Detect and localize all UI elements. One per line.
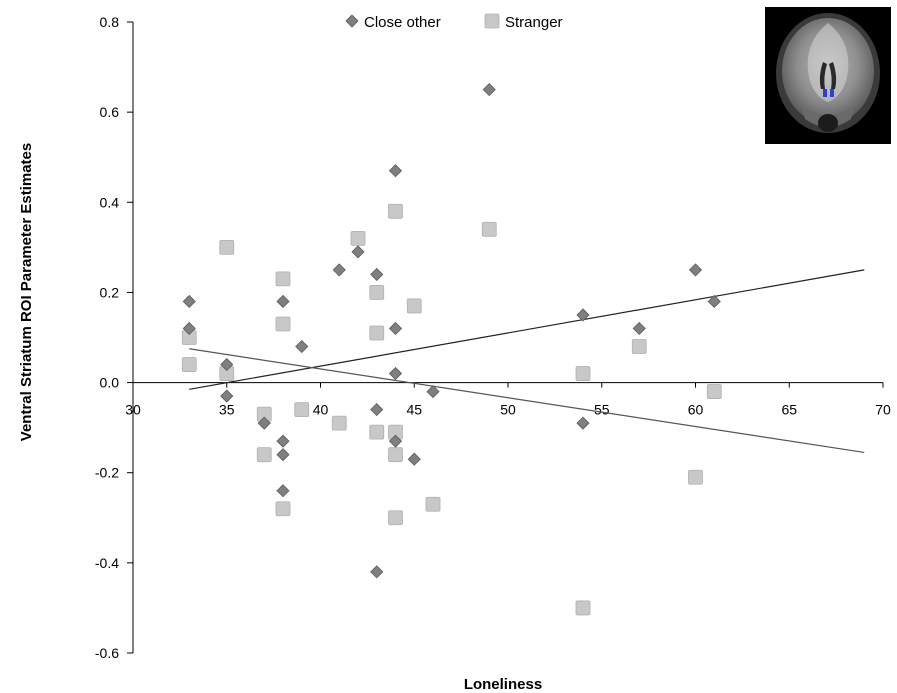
data-point-close-other [276,448,290,462]
data-point-stranger [294,402,310,418]
y-tick-label: 0.2 [100,284,120,300]
y-tick-label: 0.8 [100,14,120,30]
data-point-stranger [350,230,366,246]
data-point-stranger [275,501,291,517]
data-point-stranger [575,600,591,616]
data-point-close-other [576,308,590,322]
data-point-close-other [276,294,290,309]
data-point-stranger [369,325,385,341]
data-point-close-other [388,164,403,178]
data-points [181,83,722,616]
data-point-stranger [331,415,347,431]
x-tick-label: 70 [875,402,891,418]
y-tick-label: -0.2 [95,465,119,481]
x-tick-label: 65 [781,402,797,418]
data-point-close-other [276,434,290,448]
data-point-close-other [370,565,384,579]
data-point-stranger [369,285,385,300]
data-point-stranger [275,271,291,287]
data-point-stranger [575,366,591,381]
data-point-close-other [707,294,721,309]
data-point-stranger [631,339,647,354]
data-point-stranger [481,221,497,237]
data-point-close-other [220,357,234,372]
data-point-close-other [276,484,290,498]
x-tick-label: 45 [406,402,422,418]
data-point-close-other [688,263,703,277]
y-tick-label: 0.6 [100,104,120,120]
data-point-stranger [688,469,703,485]
data-point-stranger [706,384,722,399]
data-point-close-other [351,245,365,259]
brain-slice-image [765,7,891,144]
data-point-close-other [220,389,234,403]
data-point-close-other [426,385,440,399]
trendline-stranger [189,348,865,454]
y-axis-title: Ventral Striatum ROI Parameter Estimates [18,143,35,441]
data-point-stranger [275,316,291,332]
data-point-close-other [182,321,196,336]
x-tick-label: 55 [594,402,610,418]
x-tick-label: 60 [688,402,704,418]
data-point-close-other [632,321,646,336]
trendlines [189,269,865,454]
data-point-close-other [388,366,403,381]
x-tick-label: 50 [500,402,516,418]
legend: Close other Stranger [345,13,563,31]
data-point-close-other [295,339,309,354]
trendline-close-other [189,269,865,390]
data-point-close-other [388,321,403,336]
data-point-close-other [407,452,421,466]
data-point-close-other [370,403,384,417]
y-axis-ticks: 0.8 0.6 0.4 0.2 0.0 -0.2 -0.4 -0.6 [95,14,133,661]
x-axis-ticks: 30 35 40 45 50 55 60 65 70 [125,382,891,418]
data-point-stranger [425,496,441,512]
legend-marker-close-other [345,14,359,28]
x-tick-label: 30 [125,402,141,418]
data-point-stranger [256,447,272,463]
data-point-close-other [388,434,403,448]
x-tick-label: 40 [313,402,329,418]
data-point-stranger [369,424,385,440]
y-tick-label: -0.6 [95,645,119,661]
legend-marker-stranger [484,13,500,29]
data-point-close-other [482,83,496,97]
data-point-close-other [370,267,384,281]
data-point-stranger [388,203,403,219]
data-point-stranger [388,510,403,526]
legend-label: Close other [364,14,441,31]
data-point-close-other [332,263,346,277]
y-tick-label: 0.0 [100,375,120,391]
y-tick-label: 0.4 [100,194,120,210]
data-point-stranger [406,298,422,314]
data-point-stranger [388,447,403,463]
data-point-close-other [182,294,196,309]
y-tick-label: -0.4 [95,555,119,571]
data-point-close-other [576,416,590,430]
data-point-stranger [219,239,235,255]
data-point-close-other [257,416,271,430]
x-axis-title: Loneliness [464,676,542,693]
x-tick-label: 35 [219,402,235,418]
data-point-stranger [181,357,197,372]
axes: 0.8 0.6 0.4 0.2 0.0 -0.2 -0.4 -0.6 30 35 40 45 50 55… [95,14,891,661]
legend-label: Stranger [505,14,563,31]
